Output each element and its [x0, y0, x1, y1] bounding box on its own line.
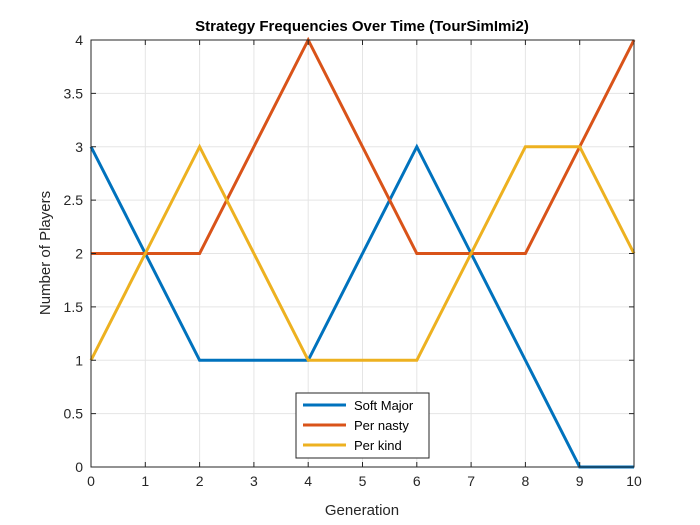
series-group: [89, 36, 636, 469]
y-tick-label: 1.5: [64, 299, 84, 315]
x-tick-label: 6: [413, 473, 421, 489]
x-tick-label: 3: [250, 473, 258, 489]
y-tick-label: 2: [75, 246, 83, 262]
series-line-per-kind: [89, 143, 636, 362]
y-tick-label: 0.5: [64, 406, 84, 422]
y-tick-label: 3.5: [64, 85, 84, 101]
series-line-per-nasty: [91, 36, 636, 255]
x-tick-label: 7: [467, 473, 475, 489]
x-tick-label: 4: [304, 473, 312, 489]
x-tick-label: 5: [359, 473, 367, 489]
x-tick-label: 9: [576, 473, 584, 489]
chart-title: Strategy Frequencies Over Time (TourSimI…: [195, 18, 529, 35]
y-axis-label: Number of Players: [37, 191, 54, 315]
legend: Soft Major Per nasty Per kind: [295, 392, 430, 459]
legend-label: Per kind: [354, 438, 402, 453]
y-tick-label: 4: [75, 32, 83, 48]
y-tick-label: 0: [75, 459, 83, 475]
y-tick-label: 1: [75, 352, 83, 368]
legend-label: Soft Major: [354, 398, 414, 413]
legend-label: Per nasty: [354, 418, 409, 433]
x-tick-label: 0: [87, 473, 95, 489]
y-tick-label: 2.5: [64, 192, 84, 208]
y-tick-label: 3: [75, 139, 83, 155]
x-axis-label: Generation: [325, 502, 399, 519]
x-tick-label: 2: [196, 473, 204, 489]
series-line-soft-major: [89, 143, 634, 469]
y-axis-ticks: 0 0.5 1 1.5 2 2.5 3 3.5 4: [64, 32, 634, 475]
x-tick-label: 8: [522, 473, 530, 489]
x-axis-ticks: 0 1 2 3 4 5 6 7 8 9 10: [87, 40, 642, 489]
x-tick-label: 10: [626, 473, 642, 489]
x-tick-label: 1: [141, 473, 149, 489]
